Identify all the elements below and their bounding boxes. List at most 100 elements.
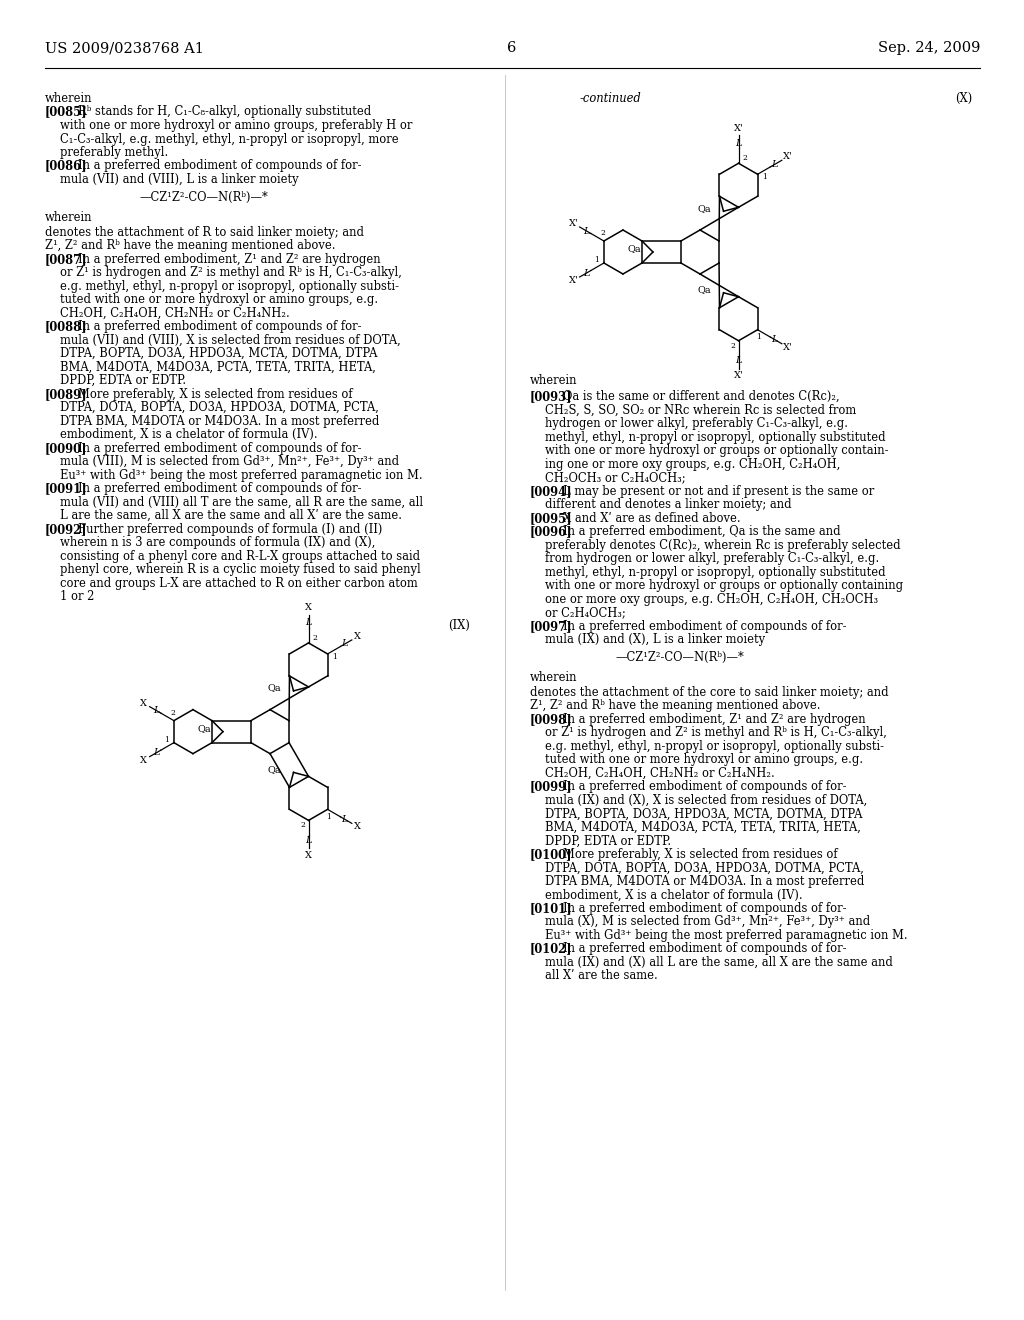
Text: [0090]: [0090]: [45, 442, 87, 454]
Text: -continued: -continued: [580, 92, 642, 106]
Text: [0087]: [0087]: [45, 252, 88, 265]
Text: DPDP, EDTA or EDTP.: DPDP, EDTA or EDTP.: [545, 834, 671, 847]
Text: X': X': [733, 124, 743, 133]
Text: L may be present or not and if present is the same or: L may be present or not and if present i…: [563, 484, 874, 498]
Text: wherein: wherein: [530, 671, 578, 684]
Text: different and denotes a linker moiety; and: different and denotes a linker moiety; a…: [545, 498, 792, 511]
Text: [0086]: [0086]: [45, 160, 88, 173]
Text: X: X: [354, 822, 361, 832]
Text: [0101]: [0101]: [530, 902, 572, 915]
Text: L: L: [305, 836, 311, 845]
Text: CH₂OCH₃ or C₂H₄OCH₃;: CH₂OCH₃ or C₂H₄OCH₃;: [545, 471, 686, 484]
Text: preferably methyl.: preferably methyl.: [60, 147, 168, 158]
Text: L: L: [584, 227, 590, 235]
Text: tuted with one or more hydroxyl or amino groups, e.g.: tuted with one or more hydroxyl or amino…: [545, 754, 863, 767]
Text: embodiment, X is a chelator of formula (IV).: embodiment, X is a chelator of formula (…: [545, 888, 803, 902]
Text: In a preferred embodiment, Z¹ and Z² are hydrogen: In a preferred embodiment, Z¹ and Z² are…: [78, 252, 381, 265]
Text: denotes the attachment of the core to said linker moiety; and: denotes the attachment of the core to sa…: [530, 686, 889, 698]
Text: In a preferred embodiment of compounds of for-: In a preferred embodiment of compounds o…: [78, 160, 361, 173]
Text: L: L: [342, 639, 348, 648]
Text: More preferably, X is selected from residues of: More preferably, X is selected from resi…: [563, 847, 838, 861]
Text: wherein: wherein: [45, 211, 92, 224]
Text: with one or more hydroxyl or amino groups, preferably H or: with one or more hydroxyl or amino group…: [60, 119, 413, 132]
Text: Qa: Qa: [268, 764, 282, 774]
Text: X: X: [305, 603, 312, 612]
Text: X': X': [568, 219, 579, 228]
Text: In a preferred embodiment of compounds of for-: In a preferred embodiment of compounds o…: [563, 780, 847, 793]
Text: L: L: [772, 335, 778, 345]
Text: Qa: Qa: [268, 684, 282, 693]
Text: 1: 1: [594, 256, 599, 264]
Text: [0091]: [0091]: [45, 482, 88, 495]
Text: L: L: [772, 160, 778, 169]
Text: 1: 1: [757, 334, 762, 342]
Text: 1: 1: [327, 813, 332, 821]
Text: 1: 1: [164, 737, 169, 744]
Text: denotes the attachment of R to said linker moiety; and: denotes the attachment of R to said link…: [45, 226, 364, 239]
Text: In a preferred embodiment of compounds of for-: In a preferred embodiment of compounds o…: [563, 902, 847, 915]
Text: one or more oxy groups, e.g. CH₂OH, C₂H₄OH, CH₂OCH₃: one or more oxy groups, e.g. CH₂OH, C₂H₄…: [545, 593, 879, 606]
Text: [0088]: [0088]: [45, 321, 88, 333]
Text: Qa is the same or different and denotes C(Rc)₂,: Qa is the same or different and denotes …: [563, 391, 840, 403]
Text: X: X: [305, 851, 312, 859]
Text: consisting of a phenyl core and R-L-X groups attached to said: consisting of a phenyl core and R-L-X gr…: [60, 549, 420, 562]
Text: mula (IX) and (X) all L are the same, all X are the same and: mula (IX) and (X) all L are the same, al…: [545, 956, 893, 969]
Text: In a preferred embodiment of compounds of for-: In a preferred embodiment of compounds o…: [78, 442, 361, 454]
Text: mula (VII) and (VIII) all T are the same, all R are the same, all: mula (VII) and (VIII) all T are the same…: [60, 495, 423, 508]
Text: DTPA, BOPTA, DO3A, HPDO3A, MCTA, DOTMA, DTPA: DTPA, BOPTA, DO3A, HPDO3A, MCTA, DOTMA, …: [60, 347, 378, 360]
Text: CH₂OH, C₂H₄OH, CH₂NH₂ or C₂H₄NH₂.: CH₂OH, C₂H₄OH, CH₂NH₂ or C₂H₄NH₂.: [60, 306, 290, 319]
Text: 2: 2: [300, 821, 305, 829]
Text: DTPA, BOPTA, DO3A, HPDO3A, MCTA, DOTMA, DTPA: DTPA, BOPTA, DO3A, HPDO3A, MCTA, DOTMA, …: [545, 808, 862, 820]
Text: L: L: [735, 356, 741, 366]
Text: BMA, M4DOTA, M4DO3A, PCTA, TETA, TRITA, HETA,: BMA, M4DOTA, M4DO3A, PCTA, TETA, TRITA, …: [60, 360, 376, 374]
Text: wherein: wherein: [530, 374, 578, 387]
Text: US 2009/0238768 A1: US 2009/0238768 A1: [45, 41, 204, 55]
Text: 1: 1: [333, 652, 337, 660]
Text: e.g. methyl, ethyl, n-propyl or isopropyl, optionally substi-: e.g. methyl, ethyl, n-propyl or isopropy…: [60, 280, 399, 293]
Text: X': X': [733, 371, 743, 380]
Text: X: X: [140, 755, 147, 764]
Text: with one or more hydroxyl or groups or optionally containing: with one or more hydroxyl or groups or o…: [545, 579, 903, 593]
Text: wherein: wherein: [45, 92, 92, 106]
Text: In a preferred embodiment, Z¹ and Z² are hydrogen: In a preferred embodiment, Z¹ and Z² are…: [563, 713, 865, 726]
Text: [0097]: [0097]: [530, 619, 572, 632]
Text: CH₂OH, C₂H₄OH, CH₂NH₂ or C₂H₄NH₂.: CH₂OH, C₂H₄OH, CH₂NH₂ or C₂H₄NH₂.: [545, 767, 775, 780]
Text: ing one or more oxy groups, e.g. CH₂OH, C₂H₄OH,: ing one or more oxy groups, e.g. CH₂OH, …: [545, 458, 841, 471]
Text: preferably denotes C(Rc)₂, wherein Rc is preferably selected: preferably denotes C(Rc)₂, wherein Rc is…: [545, 539, 901, 552]
Text: [0085]: [0085]: [45, 106, 88, 119]
Text: mula (IX) and (X), L is a linker moiety: mula (IX) and (X), L is a linker moiety: [545, 634, 765, 647]
Text: In a preferred embodiment of compounds of for-: In a preferred embodiment of compounds o…: [563, 942, 847, 956]
Text: DTPA BMA, M4DOTA or M4DO3A. In a most preferred: DTPA BMA, M4DOTA or M4DO3A. In a most pr…: [60, 414, 379, 428]
Text: In a preferred embodiment of compounds of for-: In a preferred embodiment of compounds o…: [78, 482, 361, 495]
Text: Rᵇ stands for H, C₁-C₈-alkyl, optionally substituted: Rᵇ stands for H, C₁-C₈-alkyl, optionally…: [78, 106, 372, 119]
Text: X: X: [354, 632, 361, 642]
Text: mula (VIII), M is selected from Gd³⁺, Mn²⁺, Fe³⁺, Dy³⁺ and: mula (VIII), M is selected from Gd³⁺, Mn…: [60, 455, 399, 469]
Text: X': X': [783, 343, 793, 351]
Text: mula (VII) and (VIII), X is selected from residues of DOTA,: mula (VII) and (VIII), X is selected fro…: [60, 334, 400, 347]
Text: [0089]: [0089]: [45, 388, 88, 401]
Text: More preferably, X is selected from residues of: More preferably, X is selected from resi…: [78, 388, 352, 401]
Text: Qa: Qa: [198, 725, 211, 733]
Text: (IX): (IX): [449, 619, 470, 632]
Text: all Xʹ are the same.: all Xʹ are the same.: [545, 969, 657, 982]
Text: DTPA, DOTA, BOPTA, DO3A, HPDO3A, DOTMA, PCTA,: DTPA, DOTA, BOPTA, DO3A, HPDO3A, DOTMA, …: [60, 401, 379, 414]
Text: DTPA BMA, M4DOTA or M4DO3A. In a most preferred: DTPA BMA, M4DOTA or M4DO3A. In a most pr…: [545, 875, 864, 888]
Text: or C₂H₄OCH₃;: or C₂H₄OCH₃;: [545, 606, 626, 619]
Text: X': X': [568, 276, 579, 285]
Text: [0099]: [0099]: [530, 780, 572, 793]
Text: hydrogen or lower alkyl, preferably C₁-C₃-alkyl, e.g.: hydrogen or lower alkyl, preferably C₁-C…: [545, 417, 848, 430]
Text: with one or more hydroxyl or groups or optionally contain-: with one or more hydroxyl or groups or o…: [545, 445, 889, 457]
Text: —CZ¹Z²-CO—N(Rᵇ)—*: —CZ¹Z²-CO—N(Rᵇ)—*: [140, 190, 268, 203]
Text: X: X: [140, 698, 147, 708]
Text: or Z¹ is hydrogen and Z² is methyl and Rᵇ is H, C₁-C₃-alkyl,: or Z¹ is hydrogen and Z² is methyl and R…: [545, 726, 887, 739]
Text: mula (X), M is selected from Gd³⁺, Mn²⁺, Fe³⁺, Dy³⁺ and: mula (X), M is selected from Gd³⁺, Mn²⁺,…: [545, 915, 870, 928]
Text: methyl, ethyl, n-propyl or isopropyl, optionally substituted: methyl, ethyl, n-propyl or isopropyl, op…: [545, 430, 886, 444]
Text: In a preferred embodiment, Qa is the same and: In a preferred embodiment, Qa is the sam…: [563, 525, 841, 539]
Text: embodiment, X is a chelator of formula (IV).: embodiment, X is a chelator of formula (…: [60, 428, 317, 441]
Text: [0096]: [0096]: [530, 525, 572, 539]
Text: L: L: [154, 748, 160, 758]
Text: Qa: Qa: [698, 203, 712, 213]
Text: Eu³⁺ with Gd³⁺ being the most preferred paramagnetic ion M.: Eu³⁺ with Gd³⁺ being the most preferred …: [60, 469, 423, 482]
Text: L: L: [342, 814, 348, 824]
Text: [0093]: [0093]: [530, 391, 572, 403]
